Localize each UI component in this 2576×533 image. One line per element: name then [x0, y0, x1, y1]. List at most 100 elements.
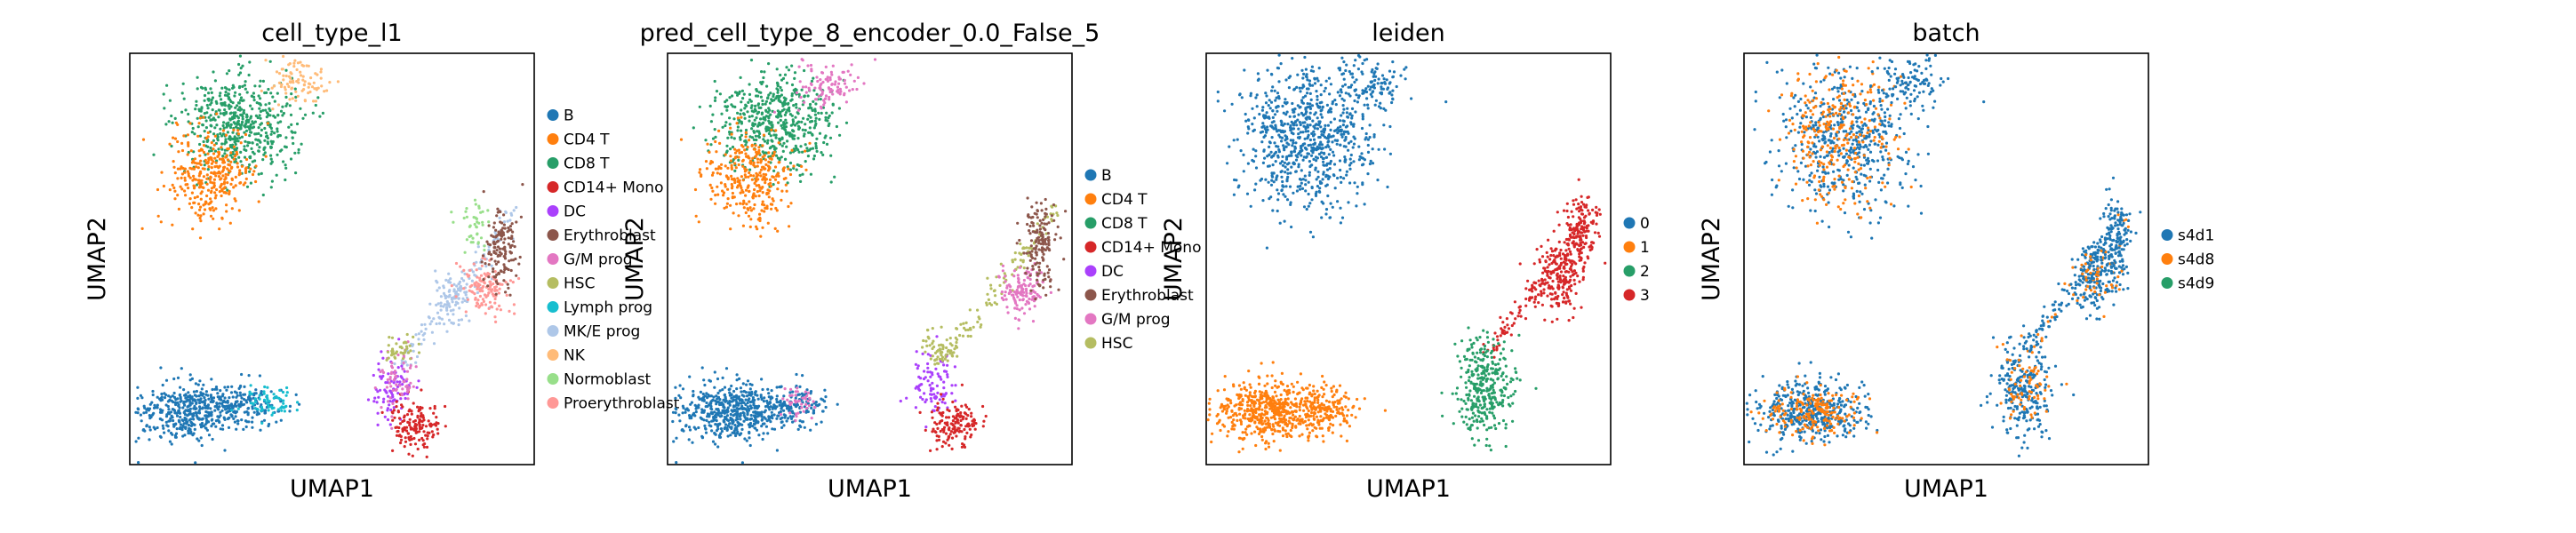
scatter-point: [924, 426, 928, 429]
scatter-point: [402, 367, 405, 371]
scatter-point: [224, 155, 228, 159]
scatter-point: [937, 362, 940, 365]
scatter-point: [171, 223, 174, 227]
scatter-point: [729, 203, 732, 207]
scatter-point: [740, 129, 743, 132]
scatter-point: [697, 220, 700, 224]
scatter-point: [733, 169, 737, 172]
scatter-point: [959, 424, 963, 427]
scatter-point: [239, 150, 243, 154]
scatter-point: [769, 91, 772, 95]
scatter-point: [710, 410, 714, 415]
scatter-point: [196, 437, 199, 441]
scatter-point: [436, 432, 440, 435]
scatter-point: [186, 170, 189, 173]
scatter-point: [830, 89, 835, 92]
scatter-point: [726, 406, 730, 410]
scatter-point: [481, 298, 485, 301]
scatter-point: [747, 175, 750, 179]
scatter-point: [1029, 244, 1033, 248]
scatter-point: [772, 413, 776, 417]
scatter-point: [209, 395, 213, 399]
scatter-point: [723, 386, 727, 389]
scatter-point: [204, 126, 208, 130]
scatter-point: [716, 185, 719, 188]
scatter-point: [785, 189, 788, 193]
scatter-point: [258, 374, 261, 378]
scatter-point: [739, 386, 743, 390]
scatter-point: [159, 220, 163, 224]
scatter-point: [723, 393, 727, 396]
scatter-point: [757, 152, 761, 155]
scatter-point: [240, 164, 244, 168]
scatter-point: [1041, 235, 1044, 239]
scatter-point: [492, 270, 495, 274]
scatter-point: [1019, 259, 1022, 262]
scatter-point: [744, 398, 748, 402]
scatter-point: [391, 402, 395, 405]
scatter-point: [226, 181, 229, 185]
scatter-point: [705, 401, 708, 405]
scatter-point: [209, 118, 212, 122]
scatter-point: [1505, 317, 1508, 321]
scatter-point: [477, 206, 481, 210]
scatter-point: [244, 171, 248, 174]
scatter-point: [802, 116, 805, 120]
scatter-point: [508, 309, 511, 313]
scatter-point: [692, 411, 696, 415]
scatter-point: [1040, 249, 1044, 252]
scatter-point: [838, 92, 842, 96]
scatter-point: [726, 166, 730, 170]
scatter-point: [300, 63, 304, 67]
scatter-point: [715, 429, 719, 433]
scatter-point: [702, 378, 706, 382]
scatter-point: [465, 207, 468, 211]
scatter-point: [771, 139, 774, 143]
scatter-point: [460, 287, 463, 290]
scatter-point: [761, 200, 764, 203]
scatter-point: [1015, 288, 1019, 292]
scatter-point: [188, 176, 192, 179]
scatter-point: [457, 282, 460, 286]
scatter-point: [519, 215, 524, 219]
scatter-point: [806, 155, 811, 158]
scatter-point: [227, 97, 230, 100]
scatter-point: [955, 327, 959, 330]
scatter-point: [396, 410, 400, 414]
scatter-point: [224, 172, 228, 176]
scatter-point: [843, 78, 846, 83]
scatter-point: [752, 130, 756, 133]
scatter-point: [750, 392, 754, 395]
scatter-point: [804, 129, 807, 132]
scatter-point: [268, 60, 272, 63]
scatter-point: [188, 402, 192, 406]
scatter-point: [800, 88, 804, 91]
scatter-point: [409, 426, 412, 429]
scatter-point: [732, 211, 735, 215]
scatter-point: [244, 125, 247, 129]
scatter-point: [396, 380, 399, 384]
scatter-point: [398, 434, 402, 437]
scatter-point: [151, 389, 155, 394]
scatter-point: [160, 395, 164, 399]
scatter-point: [381, 400, 385, 404]
scatter-point: [768, 178, 772, 181]
scatter-point: [799, 179, 803, 183]
scatter-point: [176, 397, 180, 401]
scatter-point: [801, 128, 804, 131]
scatter-point: [1524, 297, 1528, 301]
scatter-point: [723, 406, 726, 410]
scatter-point: [763, 422, 766, 426]
scatter-point: [740, 115, 743, 119]
scatter-point: [140, 419, 143, 423]
scatter-point: [739, 112, 742, 115]
scatter-point: [934, 367, 938, 370]
scatter-point: [1013, 306, 1017, 310]
scatter-point: [724, 164, 727, 168]
scatter-point: [496, 245, 500, 249]
scatter-point: [488, 300, 492, 304]
scatter-point: [225, 125, 228, 129]
scatter-point: [693, 187, 698, 192]
scatter-point: [951, 400, 955, 404]
scatter-point: [230, 415, 234, 418]
